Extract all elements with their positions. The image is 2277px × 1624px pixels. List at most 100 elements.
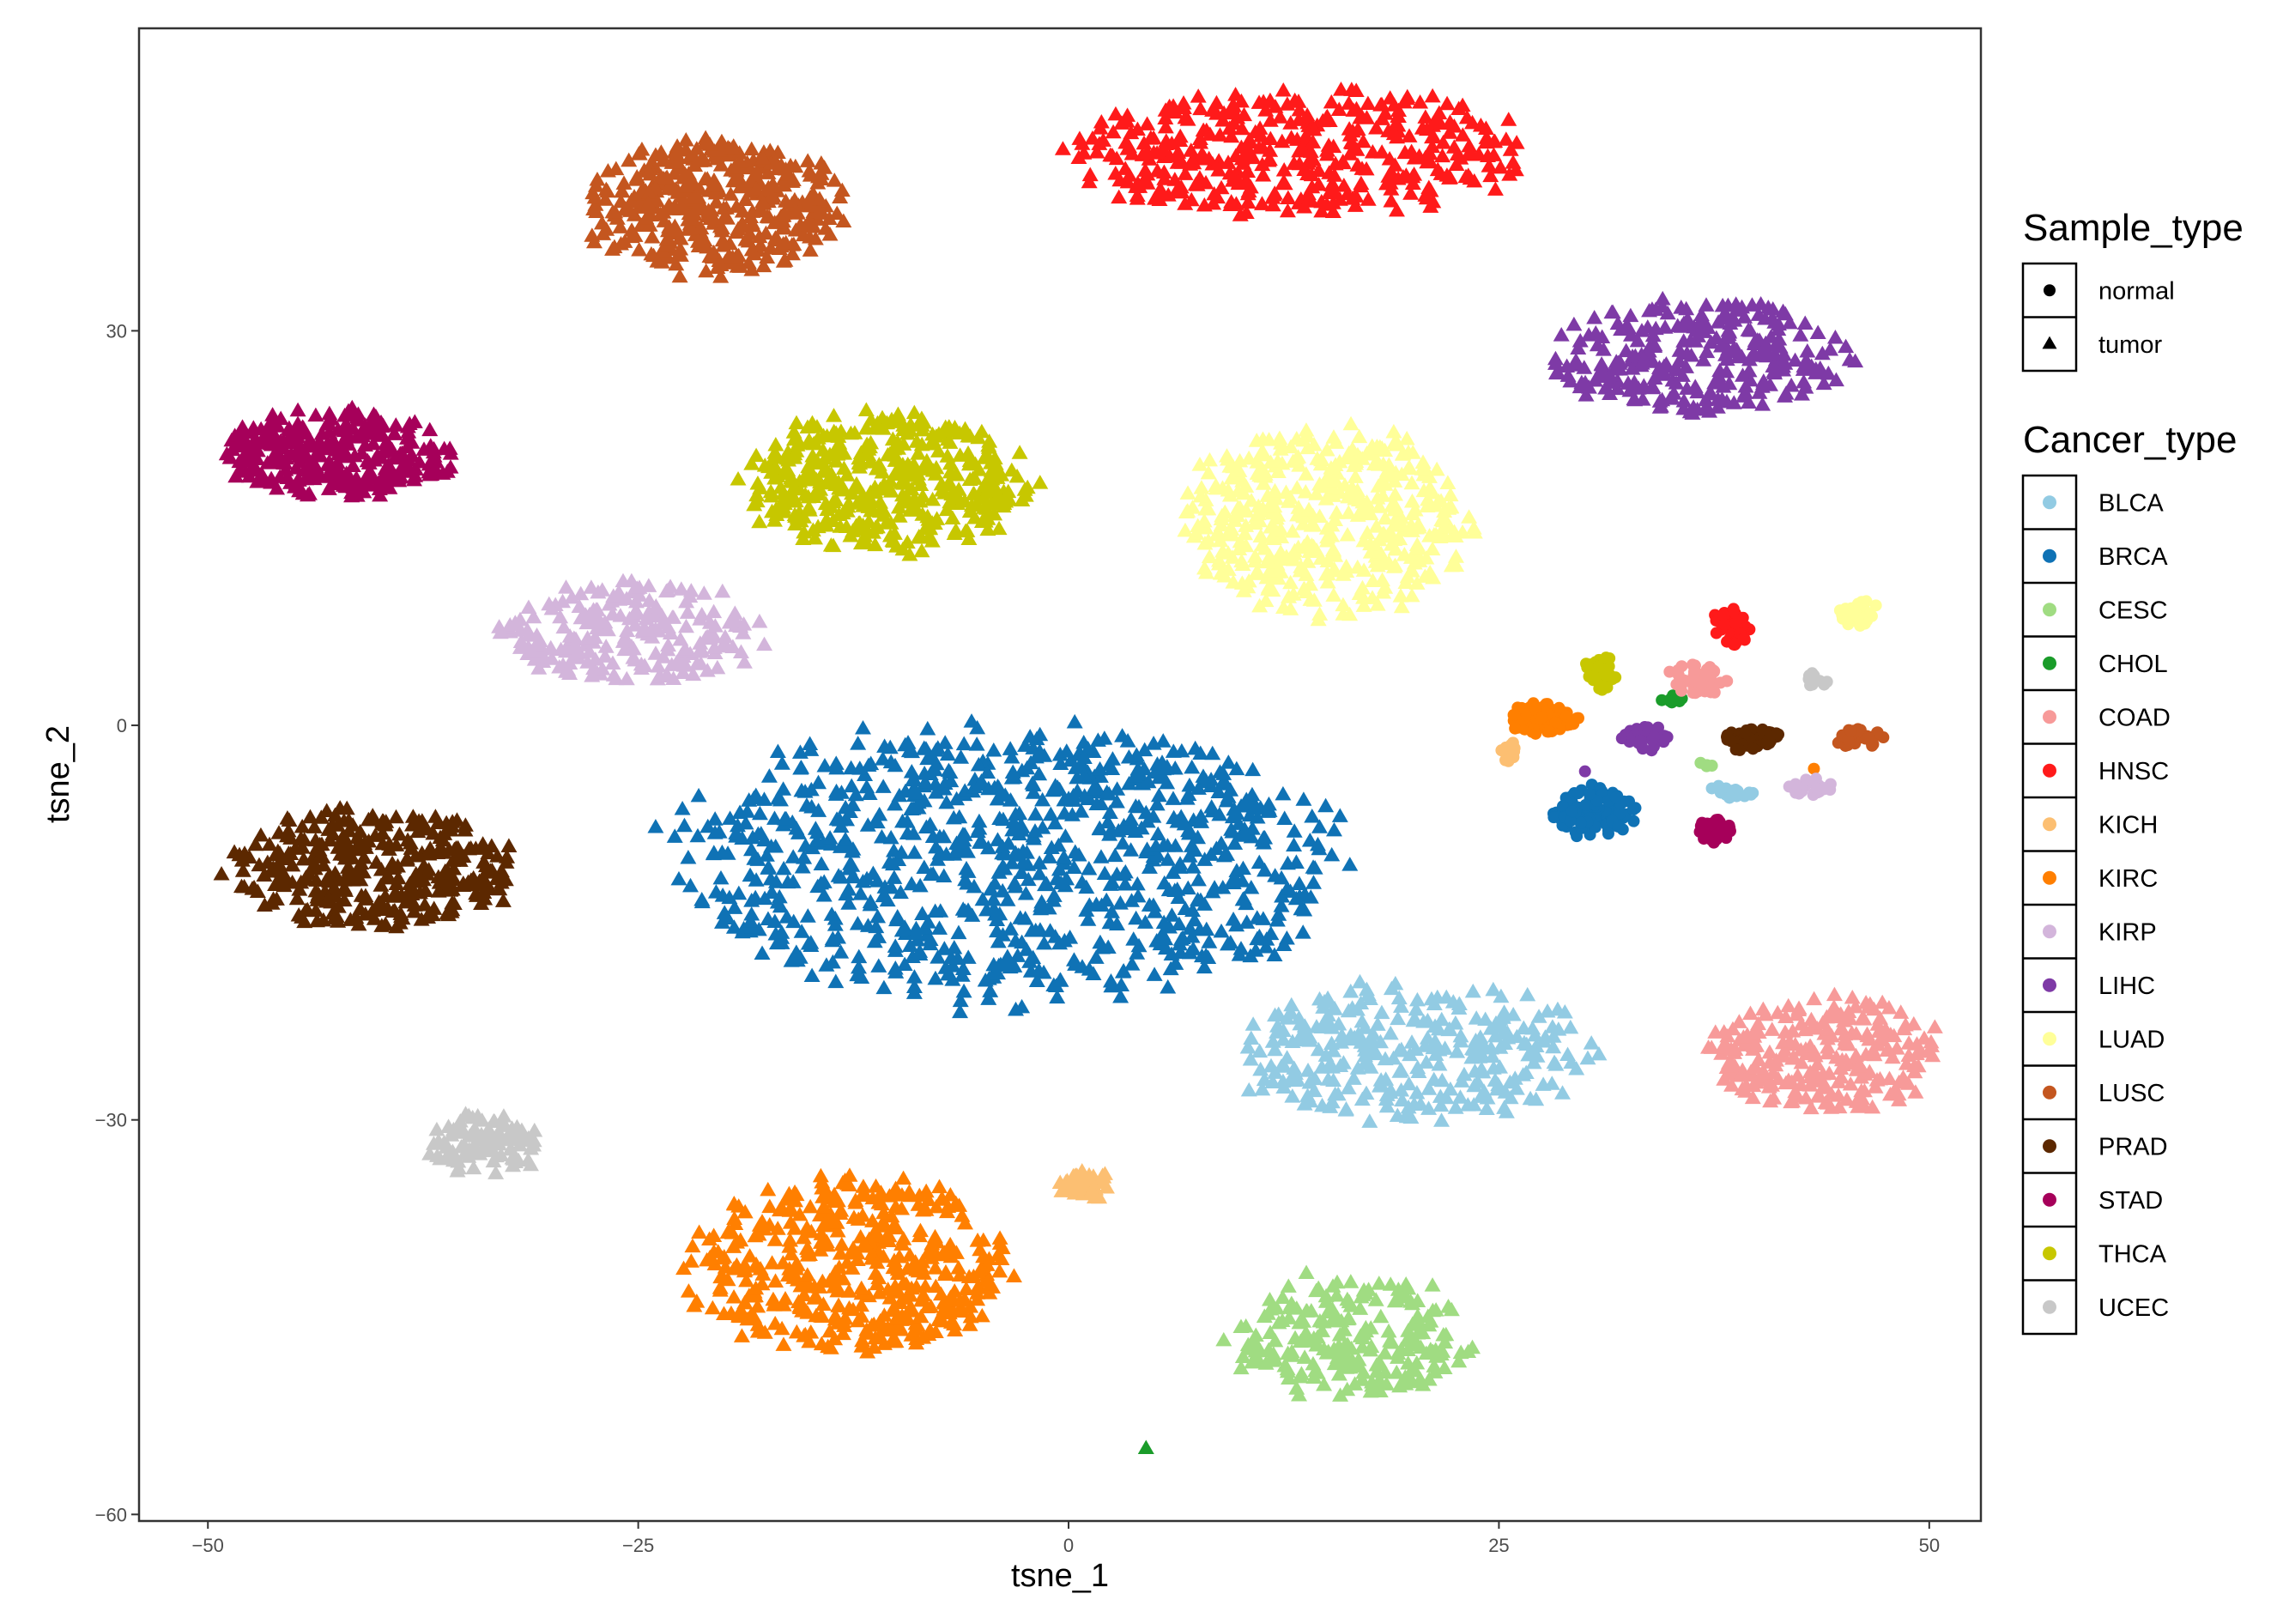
data-point (841, 803, 858, 818)
data-point (1167, 955, 1184, 970)
data-point (1335, 567, 1352, 581)
data-point (1302, 889, 1319, 904)
data-point (649, 253, 666, 268)
data-point (416, 896, 433, 912)
data-point (1326, 167, 1343, 182)
data-point (1392, 588, 1409, 603)
data-point (1184, 859, 1202, 874)
data-point (588, 203, 605, 219)
data-point (725, 1239, 742, 1253)
data-point (1108, 793, 1125, 809)
data-point (1427, 526, 1444, 542)
data-point (1323, 846, 1341, 862)
data-point (353, 855, 370, 870)
data-point (832, 189, 849, 203)
data-point (866, 933, 883, 948)
data-point (1323, 527, 1341, 542)
data-point (840, 895, 857, 910)
data-point (627, 651, 644, 667)
data-point (1325, 587, 1342, 602)
data-point (974, 891, 991, 906)
data-point (905, 772, 922, 787)
data-point (968, 736, 985, 751)
data-point (1117, 134, 1135, 149)
data-point (893, 1307, 911, 1323)
data-point (1281, 589, 1298, 603)
data-point (1331, 1327, 1348, 1342)
data-point (1129, 121, 1146, 136)
data-point (1435, 135, 1452, 149)
data-point (552, 609, 569, 624)
data-point (1284, 1297, 1301, 1312)
data-point (994, 882, 1011, 898)
data-point (1005, 1268, 1022, 1282)
data-point (1007, 878, 1024, 894)
data-point (1393, 598, 1410, 614)
data-point (1186, 912, 1203, 927)
data-point (775, 1336, 792, 1351)
data-point (806, 1279, 823, 1294)
data-point (1729, 342, 1746, 357)
data-point (1262, 112, 1279, 127)
data-point (1378, 175, 1396, 191)
data-point (1218, 448, 1235, 463)
data-point (1464, 1339, 1481, 1354)
data-point (1161, 98, 1178, 113)
data-point (335, 827, 352, 842)
data-point (1671, 342, 1688, 357)
data-point (1192, 745, 1209, 760)
data-point (338, 800, 355, 815)
data-point (1387, 541, 1404, 556)
data-point (742, 209, 760, 224)
data-point (1031, 766, 1048, 781)
data-point (1204, 745, 1221, 760)
data-point (1576, 360, 1593, 374)
data-point (1848, 1047, 1865, 1063)
data-point (1196, 851, 1214, 866)
data-point (1396, 1369, 1414, 1384)
data-point (712, 142, 729, 157)
data-point (784, 849, 802, 864)
data-point (1618, 342, 1635, 358)
data-point (658, 169, 675, 185)
data-point (1799, 342, 1816, 358)
data-point (875, 1218, 892, 1233)
data-point (772, 791, 789, 807)
data-point (1311, 476, 1329, 491)
data-point (1383, 467, 1400, 482)
data-point (1477, 134, 1494, 149)
data-point (698, 263, 715, 278)
data-point (665, 221, 682, 237)
data-point (1192, 100, 1209, 116)
data-point (973, 1307, 990, 1323)
data-point (1723, 1077, 1741, 1092)
data-point (789, 205, 806, 220)
data-point (1737, 1083, 1754, 1098)
data-point (1761, 377, 1778, 391)
data-point (1831, 1007, 1848, 1022)
data-point (714, 583, 731, 598)
data-point (696, 152, 713, 167)
data-point (1170, 144, 1187, 159)
data-point (1054, 141, 1071, 155)
data-point (886, 1333, 903, 1348)
data-point (1231, 815, 1248, 830)
data-point (1506, 1070, 1523, 1085)
data-point (1275, 161, 1293, 177)
data-point (1232, 207, 1249, 221)
data-point (389, 857, 406, 873)
data-point (1296, 1018, 1313, 1033)
data-point (824, 954, 841, 969)
data-point (1820, 1039, 1837, 1054)
data-point (699, 818, 717, 833)
data-point (1332, 82, 1349, 96)
data-point (1255, 911, 1272, 925)
data-point (1294, 924, 1311, 939)
data-point (773, 935, 790, 949)
cluster-brca-triangle (647, 713, 1359, 1019)
data-point (802, 242, 819, 257)
data-point (1634, 391, 1651, 406)
data-point (1125, 931, 1142, 946)
data-point (1432, 1088, 1449, 1103)
data-point (1235, 155, 1252, 170)
